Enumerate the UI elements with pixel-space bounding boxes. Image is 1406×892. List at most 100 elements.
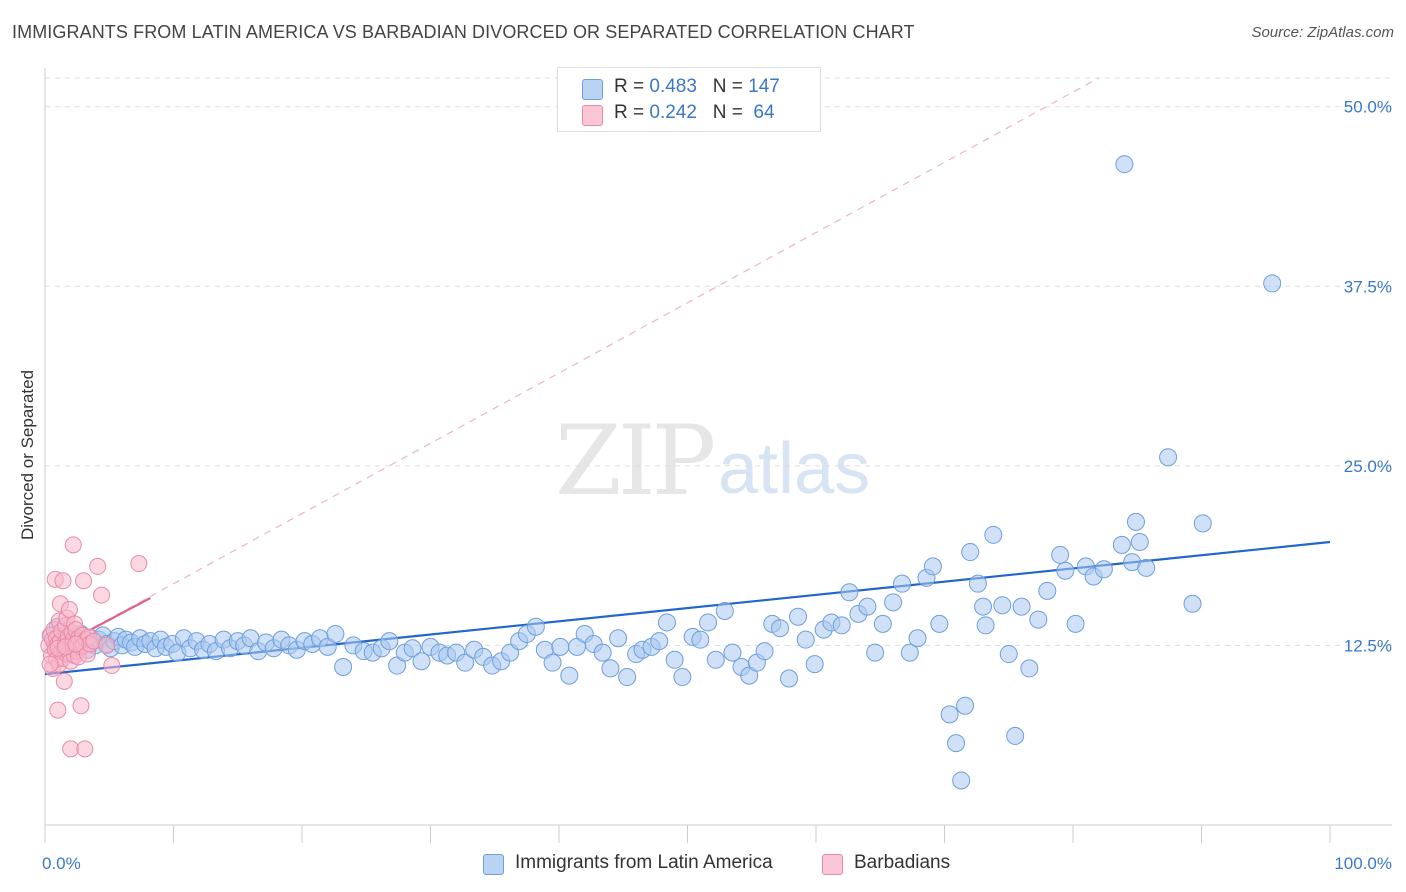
x-tick-label: 0.0% — [42, 854, 81, 873]
latin-america-point — [403, 639, 422, 658]
latin-america-point — [858, 597, 877, 616]
latin-america-point — [952, 771, 971, 790]
latin-america-point — [673, 668, 692, 687]
barbadians-point — [49, 701, 67, 719]
y-tick-label: 50.0% — [1344, 98, 1392, 117]
latin-america-point — [961, 543, 980, 562]
y-tick-label: 37.5% — [1344, 277, 1392, 296]
latin-america-point — [976, 616, 995, 635]
latin-america-point — [1094, 560, 1113, 579]
watermark-atlas: atlas — [718, 429, 871, 509]
barbadians-point — [60, 601, 78, 619]
latin-america-point — [956, 696, 975, 715]
y-tick-label: 25.0% — [1344, 457, 1392, 476]
latin-america-point — [940, 705, 959, 724]
latin-america-point — [456, 653, 475, 672]
latin-america-point — [1012, 597, 1031, 616]
latin-america-point — [334, 657, 353, 676]
chart-title: IMMIGRANTS FROM LATIN AMERICA VS BARBADI… — [12, 22, 915, 42]
y-tick-label: 12.5% — [1344, 636, 1392, 655]
source-label: Source: ZipAtlas.com — [1251, 24, 1394, 41]
legend-label: Immigrants from Latin America — [515, 852, 773, 873]
latin-america-point — [1006, 726, 1025, 745]
latin-america-point — [1112, 535, 1131, 554]
barbadians-point — [98, 636, 116, 654]
legend-swatch-blue — [483, 854, 504, 875]
legend-r-value: 0.242 — [649, 102, 697, 123]
legend-r-value: 0.483 — [649, 76, 697, 97]
latin-america-point — [650, 632, 669, 651]
latin-america-point — [1159, 448, 1178, 467]
barbadians-point — [55, 672, 73, 690]
barbadians-point — [89, 557, 107, 575]
legend-swatch-pink — [582, 105, 603, 126]
legend-label: Barbadians — [854, 852, 951, 873]
latin-america-point — [984, 525, 1003, 544]
latin-america-point — [1051, 545, 1070, 564]
latin-america-point — [947, 734, 966, 753]
legend-n-value: 64 — [748, 102, 775, 123]
latin-america-point — [1020, 659, 1039, 678]
latin-america-point — [866, 643, 885, 662]
latin-america-point — [601, 659, 620, 678]
latin-america-point — [1263, 274, 1282, 293]
latin-america-point — [796, 630, 815, 649]
legend-n-value: 147 — [748, 76, 780, 97]
latin-america-point — [326, 624, 345, 643]
x-tick-label: 100.0% — [1334, 854, 1392, 873]
latin-america-point — [930, 614, 949, 633]
legend-r-label: R = — [614, 102, 650, 123]
latin-america-point — [609, 629, 628, 648]
latin-america-point — [526, 617, 545, 636]
y-axis-label: Divorced or Separated — [18, 370, 37, 540]
barbadians-point — [72, 697, 90, 715]
latin-america-point — [706, 650, 725, 669]
latin-america-point — [1137, 558, 1156, 577]
latin-america-point — [832, 616, 851, 635]
latin-america-point — [691, 630, 710, 649]
latin-america-point — [1029, 610, 1048, 629]
latin-america-point — [1115, 155, 1134, 174]
latin-america-point — [543, 653, 562, 672]
latin-america-point — [805, 655, 824, 674]
axes — [44, 68, 1392, 843]
barbadians-point — [62, 740, 80, 758]
latin-america-point — [789, 607, 808, 626]
barbadians-point — [64, 536, 82, 554]
barbadians-point — [130, 555, 148, 573]
latin-america-point — [993, 596, 1012, 615]
barbadians-point — [75, 572, 93, 590]
barbadians-point — [76, 740, 94, 758]
latin-america-point — [893, 574, 912, 593]
latin-america-point — [412, 652, 431, 671]
latin-america-point — [715, 601, 734, 620]
latin-america-point — [999, 645, 1018, 664]
latin-america-point — [593, 643, 612, 662]
latin-america-point — [560, 666, 579, 685]
latin-america-point — [1183, 594, 1202, 613]
latin-america-point — [380, 632, 399, 651]
latin-america-point — [974, 597, 993, 616]
latin-america-point — [923, 557, 942, 576]
tick-labels: 12.5% 25.0% 37.5% 50.0% 0.0% 100.0% — [42, 98, 1392, 873]
grid-lines — [45, 77, 1392, 646]
trend-lines — [44, 77, 1331, 676]
correlation-legend: R = 0.483 N = 147 R = 0.242 N = 64 — [557, 67, 821, 132]
latin-america-point — [884, 593, 903, 612]
barbadians-point — [41, 655, 59, 673]
barbadians-point — [93, 586, 111, 604]
barbadians-trend-extension — [47, 77, 1099, 654]
legend-swatch-blue — [582, 79, 603, 100]
latin-america-point — [618, 668, 637, 687]
latin-america-point — [1126, 512, 1145, 531]
latin-america-point — [755, 642, 774, 661]
barbadians-point — [54, 572, 72, 590]
latin-america-point — [551, 637, 570, 656]
latin-america-point — [908, 629, 927, 648]
barbadians-point — [103, 657, 121, 675]
latin-america-point — [665, 650, 684, 669]
legend-n-label: N = — [712, 102, 749, 123]
latin-america-point — [840, 583, 859, 602]
latin-america-point — [1130, 533, 1149, 552]
